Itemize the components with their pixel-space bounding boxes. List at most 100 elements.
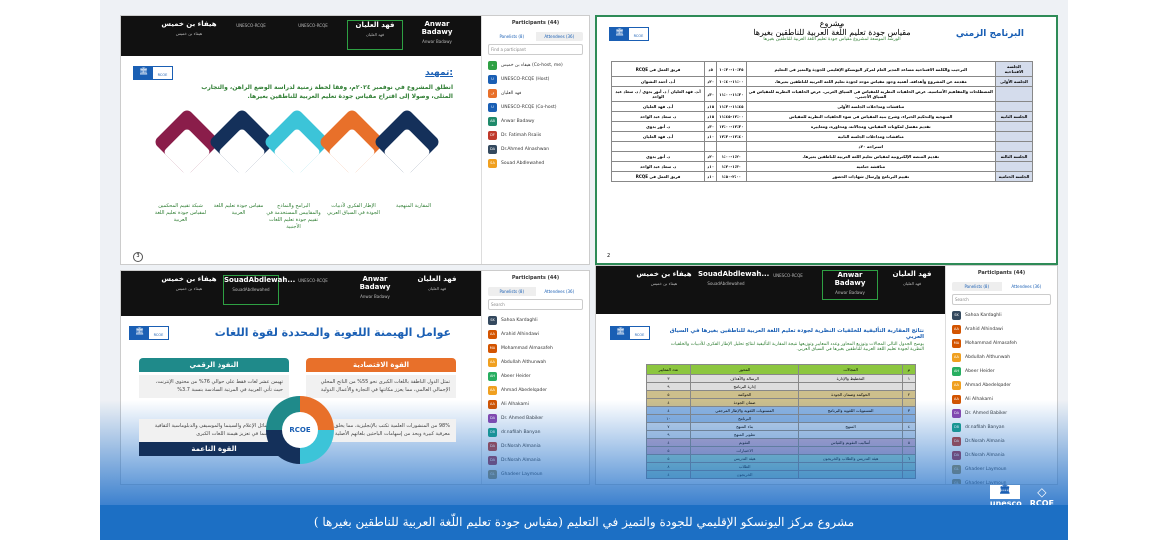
schedule-cell: ٢:٠٠-١:٥٠ [716,171,747,182]
schedule-cell: الجلسة الأولى [994,76,1034,87]
video-tile[interactable]: Anwar Badawy Anwar Badawy [409,20,465,50]
video-tile[interactable]: UNESCO-RCQE [285,275,341,305]
participants-title: Participants (44) [511,20,560,26]
tile-name: فهد العليان [892,270,932,278]
participant-item[interactable]: SK Sahoa Kardaghli [946,308,1057,322]
participant-item[interactable]: DA Dr.Ahmed Alnashwan [482,142,589,156]
schedule-cell [716,141,747,152]
tab-panelists[interactable]: Panelists (8) [964,284,990,289]
participant-item[interactable]: ه هيفاء بن خميس (Co-host, me) [482,58,589,72]
schedule-cell: الجلسة الختامية [994,171,1034,182]
tab-attendees[interactable]: Attendees (36) [1001,282,1051,291]
tab-panelists[interactable]: Panelists (8) [499,289,525,294]
schedule-table: الجلسة الافتتاحية الترحيب والكلمة الافتتا… [610,61,1034,182]
video-tile[interactable]: هيفاء بن خميس هيفاء بن خميس [161,20,217,50]
video-tile[interactable]: فهد العليان فهد العليان [347,20,403,50]
video-tile[interactable]: UNESCO-RCQE [760,270,816,300]
schedule-cell: مناقشة ختامية [745,161,996,172]
participant-item[interactable]: U UNESCO-RCQE (Host) [482,72,589,86]
tile-subname: هيفاء بن خميس [175,286,203,291]
video-tile[interactable]: Anwar Badawy Anwar Badawy [822,270,878,300]
ring-center: RCOE [282,412,318,448]
participant-item[interactable]: AA Ahmad Abedelqader [946,378,1057,392]
participant-name: Dr. Fatimah Rsaiis [501,132,542,138]
video-strip: هيفاء بن خميس هيفاء بن خميس UNESCO-RCQE UNE… [121,16,483,56]
video-tile[interactable]: UNESCO-RCQE [223,20,279,50]
tab-attendees[interactable]: Attendees (36) [535,287,583,296]
step-label-3: البرامج والنماذج والمقاييس المستخدمة في … [266,203,321,230]
schedule-cell: ١٠د [704,161,718,172]
schedule-cell: ١:٣٠-١:٢٠ [716,161,747,172]
participant-item[interactable]: AH Abeer Heider [946,364,1057,378]
avatar: AA [952,394,961,404]
step-label-1: المقاربة المنهجية [396,203,431,209]
video-tile[interactable]: Anwar Badawy Anwar Badawy [347,275,403,305]
participant-name: Mohammad Almasafeh [501,345,553,351]
tile-subname: فهد العليان [427,286,447,291]
tile-subname: فهد العليان [902,281,922,286]
tile-subname: Anwar Badawy [835,290,865,295]
tile-name: فهد العليان [417,275,457,283]
participant-item[interactable]: AA Abdullah Althunwah [946,350,1057,364]
program-label: البرنامج الزمني [955,29,1024,39]
participant-search-input[interactable]: Find a participant [488,44,583,55]
video-strip: هيفاء بن خميس هيفاء بن خميس SouadAbdlewah.… [121,271,483,316]
video-tile[interactable]: هيفاء بن خميس هيفاء بن خميس [161,275,217,305]
schedule-cell: د. أنور بدوي [610,151,706,162]
participant-item[interactable]: MA Mohammad Almasafeh [946,336,1057,350]
rcoe-logo-text: RCOE [1029,499,1054,508]
schedule-cell: ١١:٠٠-١٠:٤٠ [716,76,747,87]
card-text: 98% من المنشورات العلمية تكتب بالإنجليزي… [306,419,456,442]
avatar: AH [488,371,497,381]
participant-item[interactable]: AB Anwar Badawy [482,114,589,128]
participant-item[interactable]: AH Abeer Heider [482,369,589,383]
participant-item[interactable]: SA Souad Abdlewahed [482,156,589,170]
schedule-cell: تقييم البرنامج وإرسال شهادات الحضور [745,171,996,182]
participant-item[interactable]: ف فهد العليان [482,86,589,100]
participant-item[interactable]: AA Arahid Alhindawi [482,327,589,341]
unesco-rcoe-logo: 🏛 RCOE [610,326,650,340]
schedule-cell: ١٠د [704,171,718,182]
intro-slide: 🏛 RCOE تمهيد: انطلق المشروع في نوفمبر ٢٠٢… [121,58,481,264]
schedule-cell: فريق العمل في RCQE [610,61,706,77]
tile-subname: SouadAbdlewahed [232,287,270,292]
video-tile[interactable]: فهد العليان فهد العليان [409,275,465,305]
avatar: MA [952,338,961,348]
participant-search-input[interactable]: Search [952,294,1051,305]
schedule-cell [994,161,1034,172]
tile-subname: Anwar Badawy [422,39,452,44]
tile-subname: UNESCO-RCQE [236,23,266,28]
tab-panelists[interactable]: Panelists (8) [488,32,536,41]
participant-item[interactable]: SK Sahoa Kardaghli [482,313,589,327]
participant-item[interactable]: AA Ali Alhakami [946,392,1057,406]
tile-subname: هيفاء بن خميس [175,31,203,36]
video-tile[interactable]: SouadAbdlewah... SouadAbdlewahed [698,270,770,300]
video-tile[interactable]: فهد العليان فهد العليان [884,270,940,300]
participant-item[interactable]: DF Dr. Fatimah Rsaiis [482,128,589,142]
participant-name: UNESCO-RCQE (Host) [501,76,550,82]
video-tile[interactable]: هيفاء بن خميس هيفاء بن خميس [636,270,692,300]
participant-name: Souad Abdlewahed [501,160,545,166]
tab-attendees[interactable]: Attendees (36) [544,34,575,39]
tile-name: SouadAbdlewah... [698,270,770,278]
avatar: SK [952,310,961,320]
slide-title: عوامل الهيمنة اللغوية والمحددة لقوة اللغ… [214,326,451,339]
video-tile[interactable]: UNESCO-RCQE [285,20,341,50]
avatar: AB [488,116,497,126]
participant-search-input[interactable]: Search [488,299,583,310]
participant-item[interactable]: MA Mohammad Almasafeh [482,341,589,355]
schedule-cell: فريق العمل في RCQE [610,171,706,182]
schedule-cell: ٣٠د [704,121,718,132]
participant-item[interactable]: U UNESCO-RCQE (Co-host) [482,100,589,114]
participant-name: Arahid Alhindawi [965,326,1003,332]
participant-item[interactable]: AA Ahmad Abedelqader [482,383,589,397]
card-text: تهيمن عشر لغات فقط على حوالي 76% من محتو… [139,375,289,398]
participant-item[interactable]: AA Abdullah Althunwah [482,355,589,369]
schedule-cell: ١٢:٠٠-١١:٤٥ [716,111,747,122]
video-tile[interactable]: SouadAbdlewah... SouadAbdlewahed [223,275,295,305]
avatar: U [488,74,497,84]
participant-item[interactable]: AA Arahid Alhindawi [946,322,1057,336]
schedule-cell: مقدمة عن المشروع وأهدافه. أهمية وجود مقي… [745,76,996,87]
schedule-cell: ١١:٤٥-١١:٣٠ [716,101,747,112]
schedule-cell: الجلسة الثالثة [994,151,1034,162]
